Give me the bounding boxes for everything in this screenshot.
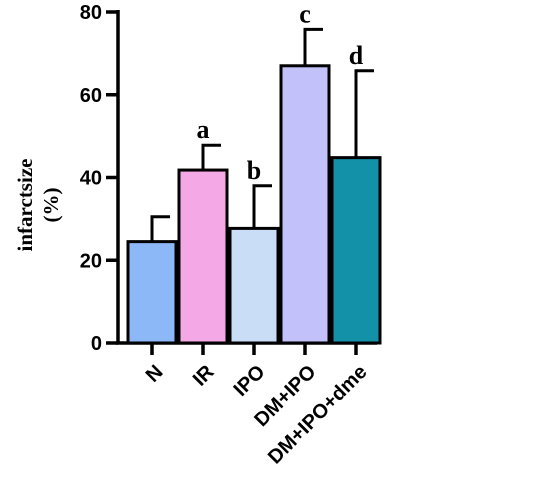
significance-label: b (247, 156, 261, 185)
significance-label: a (197, 115, 210, 144)
bar-DM+IPO (279, 64, 331, 345)
y-tick-label: 60 (80, 85, 102, 107)
y-axis-label-line2: (%) (39, 188, 63, 223)
y-axis-label-line1: infarctsize (13, 159, 37, 252)
y-tick-label: 80 (80, 2, 102, 24)
bar-DM+IPO+dme (330, 156, 382, 345)
y-tick-label: 40 (80, 168, 102, 190)
x-tick-label: IR (189, 361, 219, 391)
bar-N (126, 240, 178, 345)
significance-label: c (299, 0, 311, 28)
bar-IR (177, 168, 229, 345)
bar-IPO (228, 226, 280, 345)
y-tick-label: 20 (80, 250, 102, 272)
significance-label: d (349, 41, 364, 70)
y-tick-label: 0 (91, 333, 102, 355)
bars: a b c d (126, 0, 382, 345)
x-tick-label: N (142, 361, 168, 387)
x-tick-label: IPO (230, 361, 270, 401)
y-axis-label: infarctsize (%) (13, 159, 63, 252)
